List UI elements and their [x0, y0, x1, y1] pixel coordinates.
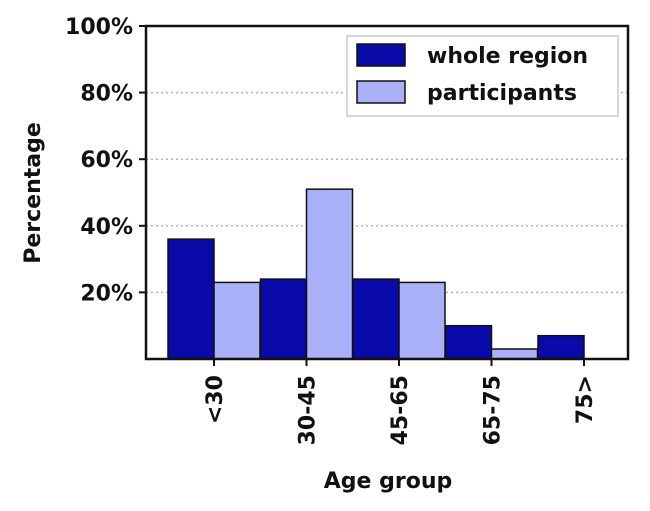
x-tick-label: 30-45 [296, 375, 321, 445]
y-axis: 20% 40% 60% 80% 100% [65, 15, 146, 306]
legend-label-whole-region: whole region [427, 44, 588, 69]
x-tick-label: 45-65 [388, 375, 413, 445]
bar-participants-0 [213, 281, 261, 360]
bar-whole-region-4 [537, 334, 585, 360]
y-tick-label: 80% [80, 82, 133, 107]
y-tick-label: 20% [80, 281, 133, 306]
plot-frame [144, 24, 630, 361]
bar-whole-region-0 [167, 238, 215, 360]
bar-whole-region-3 [444, 324, 493, 360]
x-tick-label: <30 [203, 375, 228, 424]
grid-lines [146, 91, 628, 294]
bar-participants-3 [490, 348, 539, 360]
legend-swatch-participants [356, 80, 406, 104]
y-tick-label: 60% [80, 148, 133, 173]
x-axis: <30 30-45 45-65 65-75 75> [203, 359, 598, 445]
x-tick-label: 65-75 [481, 375, 506, 445]
bar-whole-region-1 [259, 278, 308, 360]
bar-whole-region-2 [352, 278, 400, 360]
x-axis-title: Age group [324, 469, 452, 494]
legend-label-participants: participants [427, 81, 577, 106]
legend: whole region participants [346, 35, 619, 117]
bars [167, 188, 585, 360]
bar-participants-2 [398, 281, 446, 360]
bar-participants-1 [305, 188, 354, 360]
legend-swatch-whole-region [356, 43, 406, 67]
y-tick-label: 40% [80, 215, 133, 240]
y-tick-label: 100% [65, 15, 133, 40]
y-axis-title: Percentage [21, 122, 46, 264]
x-tick-label: 75> [573, 375, 598, 424]
